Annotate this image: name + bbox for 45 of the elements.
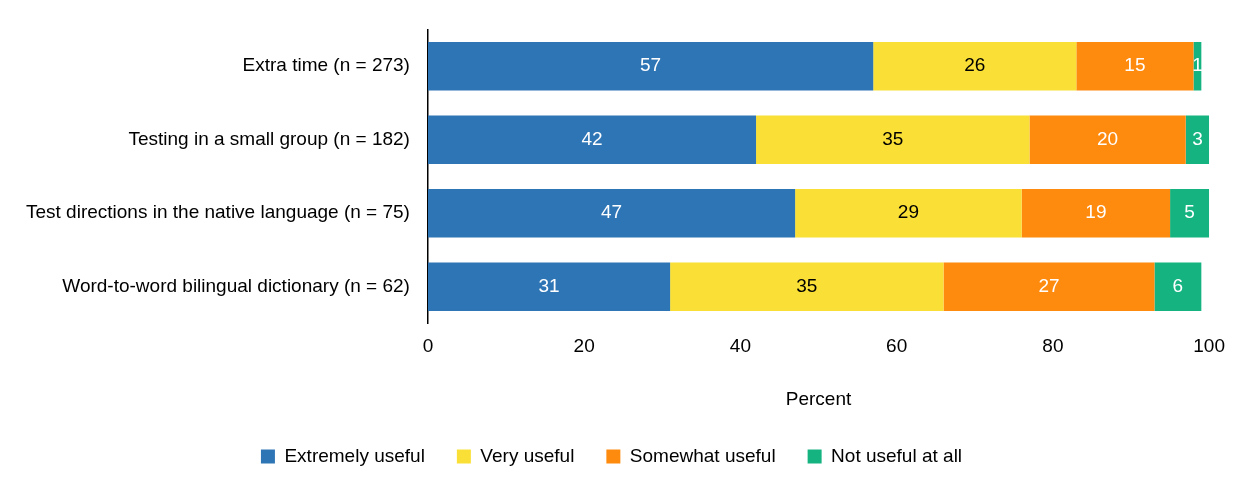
data-label: 42 xyxy=(581,127,603,149)
bar xyxy=(1154,262,1202,311)
x-tick-label: 40 xyxy=(729,335,751,357)
legend-label: Somewhat useful xyxy=(629,444,776,466)
y-tick-label: Extra time (n = 273) xyxy=(242,54,410,76)
bar xyxy=(873,41,1077,91)
bar xyxy=(1076,41,1194,91)
bar xyxy=(795,188,1022,238)
bar xyxy=(427,262,671,311)
x-axis-title: Percent xyxy=(785,387,852,409)
y-tick-label: Word-to-word bilingual dictionary (n = 62) xyxy=(62,274,410,296)
data-label: 15 xyxy=(1124,54,1146,76)
bar xyxy=(670,262,944,311)
bar xyxy=(427,115,757,164)
x-tick-label: 0 xyxy=(422,335,434,357)
legend-label: Not useful at all xyxy=(831,444,963,466)
data-label: 29 xyxy=(897,201,919,223)
data-label: 31 xyxy=(538,274,560,296)
bar xyxy=(1021,188,1171,238)
bar xyxy=(427,188,796,238)
bar xyxy=(1185,115,1210,164)
data-label: 35 xyxy=(796,274,818,296)
bar xyxy=(1170,188,1210,238)
x-tick-label: 80 xyxy=(1042,335,1064,357)
bar xyxy=(943,262,1155,311)
data-label: 35 xyxy=(882,127,904,149)
x-tick-label: 20 xyxy=(573,335,595,357)
x-tick-label: 100 xyxy=(1193,335,1225,357)
bar xyxy=(756,115,1030,164)
x-tick-label: 60 xyxy=(886,335,908,357)
data-label: 27 xyxy=(1038,274,1060,296)
data-label: 57 xyxy=(640,54,662,76)
legend-label: Extremely useful xyxy=(284,444,425,466)
data-label: 20 xyxy=(1097,127,1119,149)
data-label: 26 xyxy=(964,54,986,76)
data-label: 19 xyxy=(1085,201,1107,223)
data-label: 5 xyxy=(1184,201,1195,223)
data-label: 3 xyxy=(1192,127,1203,149)
y-tick-label: Test directions in the native language (n = 75) xyxy=(26,201,410,223)
bar xyxy=(427,41,874,91)
data-label: 47 xyxy=(600,201,623,223)
bar xyxy=(1029,115,1186,164)
data-label: 6 xyxy=(1172,274,1184,296)
y-tick-label: Testing in a small group (n = 182) xyxy=(128,127,410,149)
legend-label: Very useful xyxy=(480,444,575,466)
